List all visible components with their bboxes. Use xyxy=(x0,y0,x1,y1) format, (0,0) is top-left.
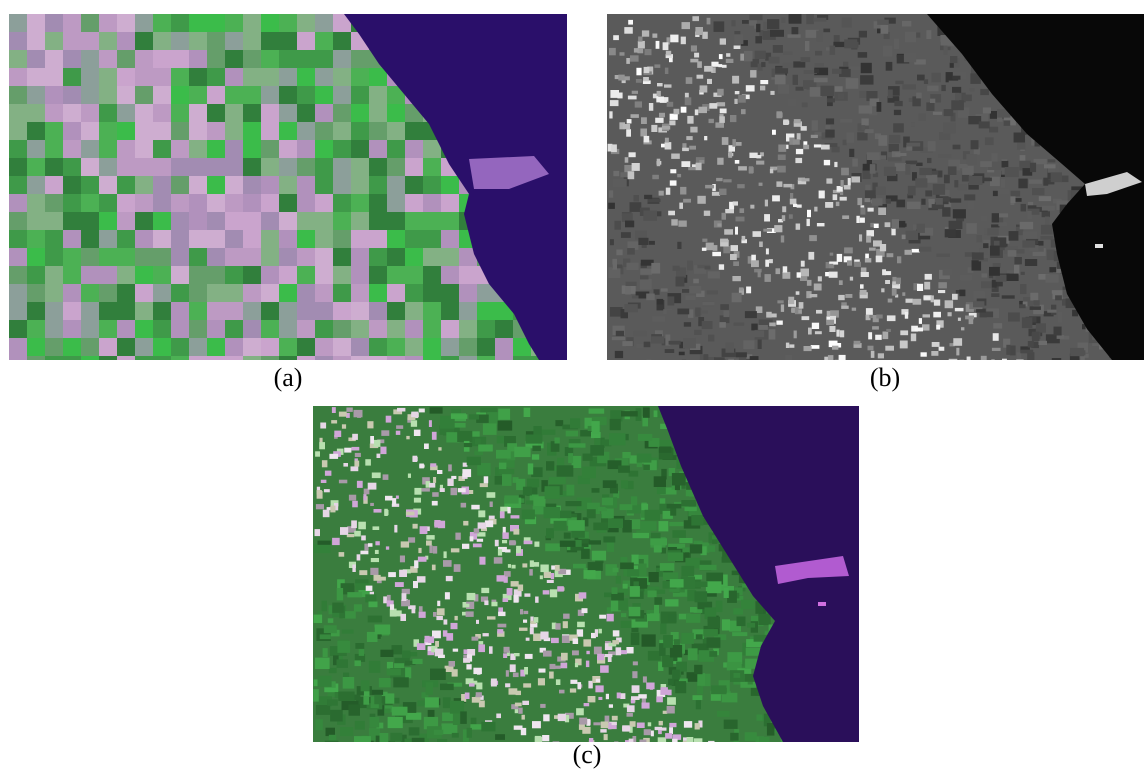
multispectral-image xyxy=(9,14,567,360)
panel-a-image xyxy=(9,14,567,360)
fused-image xyxy=(313,406,859,742)
caption-b: (b) xyxy=(869,363,901,392)
panel-c-image xyxy=(313,406,859,742)
caption-a: (a) xyxy=(273,363,303,392)
panel-b-image xyxy=(607,14,1144,360)
caption-c: (c) xyxy=(572,740,602,769)
panchromatic-image xyxy=(607,14,1144,360)
